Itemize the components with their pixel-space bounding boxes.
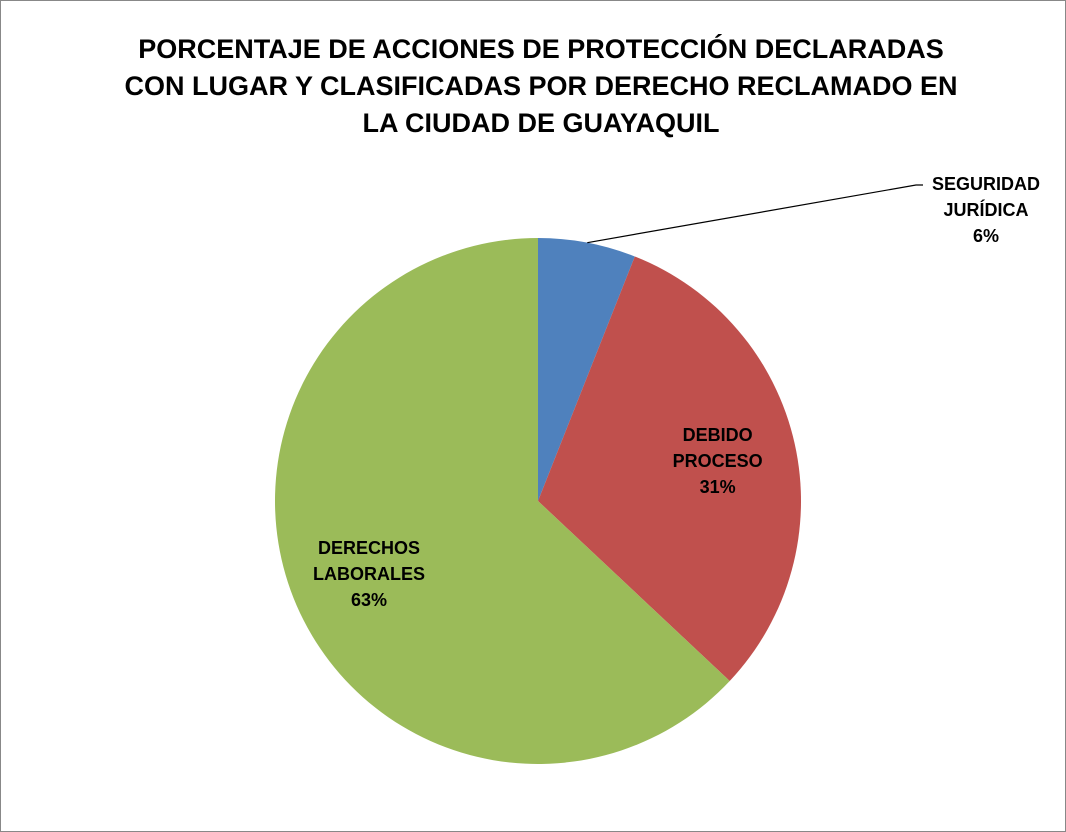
pie-slice	[275, 238, 730, 764]
data-label: DERECHOS LABORALES 63%	[313, 535, 425, 613]
value-label: 6%	[972, 226, 1000, 246]
category-label: SEGURIDAD JURÍDICA	[931, 174, 1041, 220]
chart-title: PORCENTAJE DE ACCIONES DE PROTECCIÓN DEC…	[124, 34, 958, 138]
category-label: DEBIDO PROCESO	[672, 424, 763, 471]
pie-slice	[538, 238, 635, 501]
data-label: DEBIDO PROCESO 31%	[673, 422, 763, 500]
leader-line	[587, 184, 923, 244]
value-label: 63%	[351, 590, 388, 611]
data-label: SEGURIDAD JURÍDICA 6%	[932, 171, 1040, 249]
pie-slice	[538, 256, 802, 682]
category-label: DERECHOS LABORALES	[313, 538, 426, 585]
value-label: 31%	[699, 476, 736, 497]
